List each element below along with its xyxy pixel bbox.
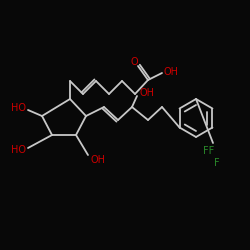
- Text: O: O: [130, 57, 138, 67]
- Text: HO: HO: [12, 103, 26, 113]
- Text: FF: FF: [204, 146, 214, 156]
- Text: HO: HO: [12, 145, 26, 155]
- Text: OH: OH: [164, 67, 178, 77]
- Text: OH: OH: [140, 88, 154, 98]
- Text: F: F: [214, 158, 220, 168]
- Text: OH: OH: [90, 155, 106, 165]
